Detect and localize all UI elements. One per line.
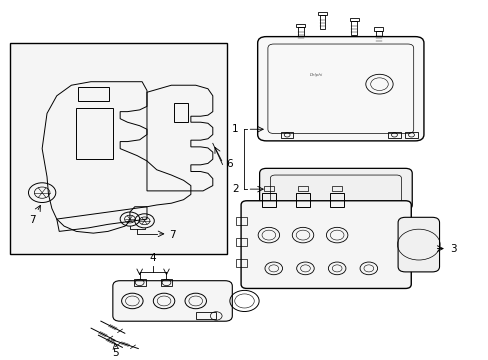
Bar: [195, 312, 216, 319]
Bar: [76, 108, 113, 159]
Bar: [173, 103, 188, 122]
Text: 7: 7: [29, 215, 36, 225]
Text: 2: 2: [231, 184, 238, 194]
Bar: [10, 43, 227, 254]
Bar: [78, 87, 109, 101]
Bar: [350, 21, 356, 35]
Bar: [319, 15, 325, 29]
Bar: [261, 193, 276, 207]
Bar: [318, 12, 326, 15]
Bar: [405, 132, 417, 138]
Bar: [236, 217, 246, 225]
FancyBboxPatch shape: [257, 37, 423, 141]
Bar: [349, 18, 358, 21]
Bar: [296, 24, 305, 27]
Bar: [281, 132, 293, 138]
Bar: [373, 27, 382, 31]
Bar: [134, 279, 145, 286]
Text: 4: 4: [149, 253, 156, 263]
Text: 6: 6: [225, 159, 232, 170]
Bar: [387, 132, 400, 138]
Bar: [236, 238, 246, 246]
Bar: [236, 259, 246, 267]
FancyBboxPatch shape: [397, 217, 439, 272]
Bar: [295, 193, 310, 207]
Bar: [297, 27, 303, 40]
Bar: [160, 279, 172, 286]
Bar: [375, 31, 381, 44]
Text: Delphi: Delphi: [310, 73, 323, 77]
Bar: [329, 193, 344, 207]
Text: 5: 5: [112, 348, 119, 358]
FancyBboxPatch shape: [241, 201, 410, 288]
Text: 7: 7: [169, 230, 176, 239]
Text: 1: 1: [231, 124, 238, 134]
Text: 3: 3: [449, 244, 455, 254]
FancyBboxPatch shape: [259, 168, 411, 210]
FancyBboxPatch shape: [113, 281, 232, 321]
Bar: [331, 186, 341, 191]
Bar: [298, 186, 307, 191]
Bar: [264, 186, 273, 191]
